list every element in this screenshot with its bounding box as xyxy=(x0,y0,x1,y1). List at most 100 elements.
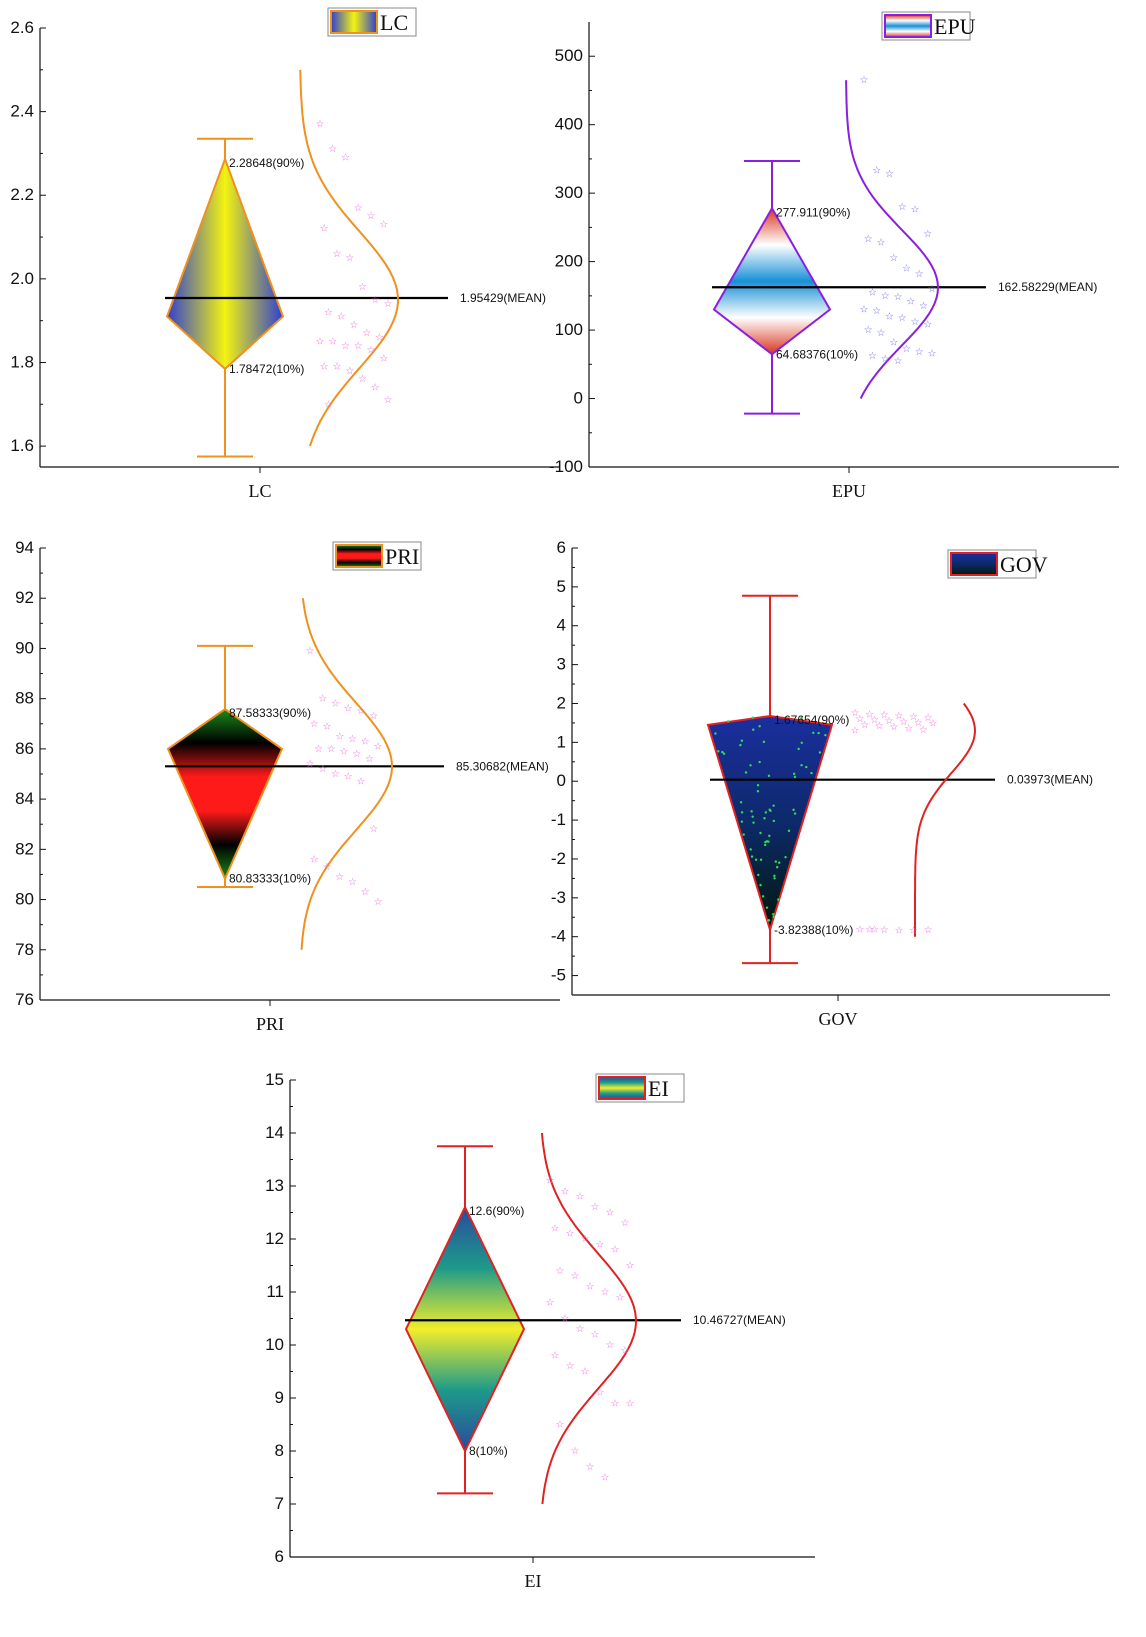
texture-dot xyxy=(750,810,753,813)
texture-dot xyxy=(759,883,762,887)
data-point-star: ☆ xyxy=(923,229,932,240)
y-tick-label: 2.2 xyxy=(10,185,34,204)
texture-dot xyxy=(765,906,769,909)
texture-dot xyxy=(749,764,752,767)
data-point-star: ☆ xyxy=(586,1282,595,1293)
y-tick-label: 86 xyxy=(15,739,34,758)
texture-dot xyxy=(756,790,760,793)
texture-dot xyxy=(714,732,717,735)
p90-label: 12.6(90%) xyxy=(469,1204,524,1218)
texture-dot xyxy=(797,747,800,751)
texture-dot xyxy=(775,866,779,869)
data-point-star: ☆ xyxy=(314,744,323,755)
x-tick-label: GOV xyxy=(819,1009,858,1029)
texture-dot xyxy=(742,833,745,836)
texture-dot xyxy=(739,801,743,804)
data-point-star: ☆ xyxy=(316,119,325,130)
data-point-star: ☆ xyxy=(348,877,357,888)
data-point-star: ☆ xyxy=(369,824,378,835)
chart-panel-epu: -100 0 100 200 300 400 500 EPU 162.58229(MEAN) 27… xyxy=(546,0,1146,520)
texture-dot xyxy=(812,731,815,735)
texture-dot xyxy=(784,856,787,859)
texture-dot xyxy=(754,858,758,861)
box-diamond xyxy=(166,707,284,882)
data-point-star: ☆ xyxy=(885,716,894,727)
y-tick-label: 10 xyxy=(265,1335,284,1354)
y-tick-label: 13 xyxy=(265,1176,284,1195)
density-curve xyxy=(300,598,394,950)
data-point-star: ☆ xyxy=(894,925,903,936)
data-point-star: ☆ xyxy=(851,726,860,737)
chart-panel-lc: 1.6 1.8 2.0 2.2 2.4 2.6 LC 1.95429(MEAN) 2.28648… xyxy=(0,0,573,520)
data-point-star: ☆ xyxy=(868,287,877,298)
data-point-star: ☆ xyxy=(851,708,860,719)
data-point-star: ☆ xyxy=(335,872,344,883)
legend-label: LC xyxy=(380,10,408,35)
data-point-star: ☆ xyxy=(337,311,346,322)
data-point-star: ☆ xyxy=(591,1202,600,1213)
data-point-star: ☆ xyxy=(621,1218,630,1229)
data-point-star: ☆ xyxy=(881,291,890,302)
y-tick-label: 2 xyxy=(557,693,566,712)
box-diamond xyxy=(404,1204,526,1454)
y-tick-label: 7 xyxy=(275,1494,284,1513)
data-point-star: ☆ xyxy=(384,395,393,406)
texture-dot xyxy=(773,877,776,880)
p10-label: 64.68376(10%) xyxy=(776,347,858,361)
texture-dot xyxy=(800,716,803,720)
chart-panel-ei: 6 7 8 9 10 11 12 13 14 15 EI 10.46727(MEAN) 12.6(90%… xyxy=(240,1062,880,1637)
data-point-star: ☆ xyxy=(601,1473,610,1484)
data-point-star: ☆ xyxy=(367,211,376,222)
texture-dot xyxy=(721,750,724,754)
data-point-star: ☆ xyxy=(611,1398,620,1409)
data-point-star: ☆ xyxy=(586,1462,595,1473)
data-point-star: ☆ xyxy=(616,1292,625,1303)
data-point-star: ☆ xyxy=(344,772,353,783)
data-point-star: ☆ xyxy=(915,269,924,280)
texture-dot xyxy=(758,760,761,764)
density-curve xyxy=(914,702,977,937)
data-point-star: ☆ xyxy=(310,854,319,865)
data-point-star: ☆ xyxy=(576,1324,585,1335)
y-tick-label: 500 xyxy=(555,46,583,65)
data-point-star: ☆ xyxy=(324,399,333,410)
texture-dot xyxy=(767,774,771,778)
texture-dot xyxy=(824,733,827,737)
texture-dot xyxy=(763,817,766,820)
data-point-star: ☆ xyxy=(379,353,388,364)
p90-label: 87.58333(90%) xyxy=(229,706,311,720)
p90-label: 2.28648(90%) xyxy=(229,156,304,170)
y-tick-label: 94 xyxy=(15,538,34,557)
texture-dot xyxy=(772,819,776,823)
data-point-star: ☆ xyxy=(860,720,869,731)
texture-dot xyxy=(805,765,808,769)
box-diamond xyxy=(165,156,285,371)
legend-swatch xyxy=(335,544,383,568)
mean-label: 1.95429(MEAN) xyxy=(460,291,546,305)
data-point-star: ☆ xyxy=(316,337,325,348)
data-point-star: ☆ xyxy=(606,1340,615,1351)
data-point-star: ☆ xyxy=(855,925,864,936)
data-point-star: ☆ xyxy=(369,711,378,722)
y-tick-label: 4 xyxy=(557,616,566,635)
data-point-star: ☆ xyxy=(341,153,350,164)
y-tick-label: 12 xyxy=(265,1229,284,1248)
data-point-star: ☆ xyxy=(561,1314,570,1325)
y-tick-label: 5 xyxy=(557,577,566,596)
y-tick-label: 15 xyxy=(265,1070,284,1089)
data-point-star: ☆ xyxy=(344,704,353,715)
texture-dot xyxy=(800,763,803,767)
data-point-star: ☆ xyxy=(872,306,881,317)
texture-dot xyxy=(778,861,781,864)
legend: GOV xyxy=(947,549,1048,579)
texture-dot xyxy=(792,772,796,776)
texture-dot xyxy=(752,728,755,731)
texture-dot xyxy=(767,840,770,843)
y-tick-label: -3 xyxy=(551,888,566,907)
texture-dot xyxy=(740,820,744,823)
texture-dot xyxy=(817,731,820,735)
data-point-star: ☆ xyxy=(929,719,938,730)
data-point-star: ☆ xyxy=(328,144,337,155)
data-point-star: ☆ xyxy=(860,75,869,86)
data-point-star: ☆ xyxy=(591,1329,600,1340)
